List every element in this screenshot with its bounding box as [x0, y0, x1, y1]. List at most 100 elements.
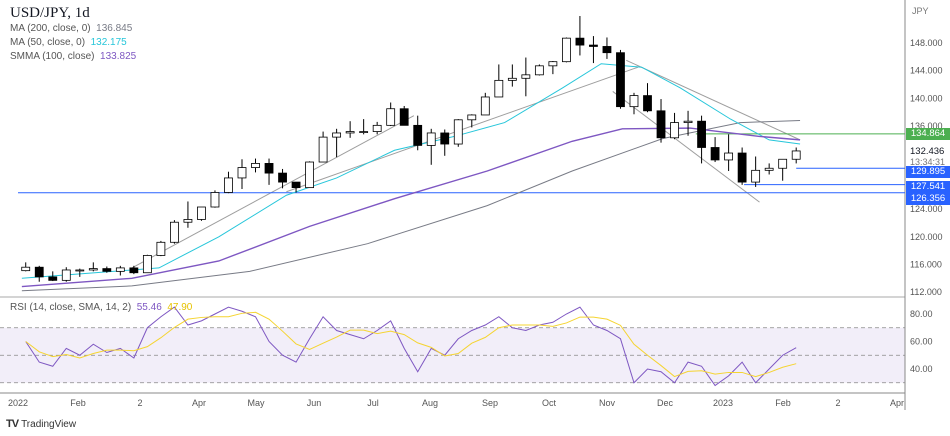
time-tick-label: Apr — [890, 398, 904, 408]
candle-body — [359, 131, 369, 133]
candle — [34, 265, 44, 282]
candle-body — [88, 268, 98, 271]
rsi-legend[interactable]: RSI (14, close, SMA, 14, 2) 55.46 47.90 — [10, 302, 192, 313]
candle — [737, 147, 747, 185]
candle-body — [480, 96, 490, 116]
rsi-tick-label: 60.00 — [910, 337, 933, 347]
trend-line — [612, 91, 760, 203]
tradingview-logo[interactable]: TV TradingView — [6, 418, 76, 430]
candle-body — [697, 120, 706, 148]
candle-body — [548, 61, 558, 67]
candle — [88, 262, 98, 272]
time-tick-label: Jul — [367, 398, 379, 408]
candle — [697, 115, 706, 164]
candle-body — [670, 122, 679, 139]
candle — [386, 102, 396, 127]
candle — [751, 156, 761, 187]
candle — [480, 92, 490, 116]
ma50-label: MA (50, close, 0) — [10, 37, 86, 48]
candle-body — [643, 95, 652, 112]
candle — [21, 262, 31, 272]
candle — [359, 119, 369, 135]
candle-body — [467, 114, 477, 121]
candle — [467, 114, 477, 128]
candle — [724, 134, 734, 172]
candle-body — [61, 269, 71, 281]
ma50-legend[interactable]: MA (50, close, 0) 132.175 — [10, 36, 136, 50]
price-tick-label: 144.000 — [910, 66, 943, 76]
rsi-label: RSI (14, close, SMA, 14, 2) — [10, 302, 132, 313]
candle-body — [764, 167, 774, 171]
candle-body — [616, 52, 625, 108]
candle-body — [102, 268, 112, 272]
candle-body — [602, 46, 612, 54]
candle — [197, 206, 206, 221]
candle — [683, 110, 693, 136]
candle — [129, 265, 139, 275]
candle-body — [629, 95, 639, 108]
candle — [656, 99, 666, 143]
candle-body — [278, 172, 287, 183]
candle — [142, 254, 152, 274]
candle — [251, 158, 260, 173]
candle-body — [589, 44, 598, 47]
candle — [183, 201, 193, 228]
smma100-legend[interactable]: SMMA (100, close) 133.825 — [10, 50, 136, 64]
candle — [507, 64, 517, 87]
price-tag-126356: 126.356 — [906, 193, 950, 205]
candle — [291, 181, 301, 193]
ma-line — [21, 63, 801, 279]
chart-legend: USD/JPY, 1d MA (200, close, 0) 136.845 M… — [10, 4, 136, 64]
time-tick-label: Jun — [307, 398, 322, 408]
candle — [278, 168, 287, 189]
candle-body — [21, 266, 31, 272]
time-tick-label: 2023 — [713, 398, 733, 408]
candle — [616, 49, 625, 109]
rsi-sma-value: 47.90 — [167, 302, 193, 313]
candle-body — [156, 241, 166, 256]
candle — [791, 147, 801, 164]
candle-body — [115, 267, 125, 272]
candle-body — [264, 163, 274, 174]
candle-body — [724, 152, 734, 161]
time-tick-label: May — [247, 398, 265, 408]
price-tick-label: 124.000 — [910, 204, 943, 214]
trend-line — [626, 59, 801, 141]
candle-body — [386, 108, 396, 126]
price-tick-label: 140.000 — [910, 93, 943, 103]
time-tick-label: Oct — [542, 398, 557, 408]
candle — [494, 64, 504, 98]
candle-body — [332, 132, 342, 138]
candle — [643, 83, 652, 113]
price-tick-label: 112.000 — [910, 287, 942, 297]
rsi-tick-label: 80.00 — [910, 309, 933, 319]
candle-body — [318, 136, 328, 163]
price-tag-129895: 129.895 — [906, 166, 950, 178]
time-tick-label: 2 — [835, 398, 840, 408]
symbol-title[interactable]: USD/JPY, 1d — [10, 5, 90, 21]
candle-body — [507, 77, 517, 81]
ma-line — [21, 127, 801, 288]
currency-label: JPY — [912, 6, 929, 16]
candle-body — [197, 206, 206, 220]
candle-body — [453, 119, 463, 145]
candle — [170, 220, 179, 244]
countdown-label: 13:34:31 — [910, 157, 946, 167]
candle-body — [413, 124, 423, 146]
candle — [156, 240, 166, 257]
candle — [589, 36, 598, 64]
candle — [764, 163, 774, 175]
time-tick-label: Sep — [482, 398, 498, 408]
candle — [562, 37, 571, 63]
candle-body — [210, 192, 220, 208]
ma50-value: 132.175 — [90, 37, 127, 48]
candle-body — [737, 152, 747, 183]
time-tick-label: Aug — [422, 398, 438, 408]
candle-body — [778, 158, 788, 169]
ma200-legend[interactable]: MA (200, close, 0) 136.845 — [10, 22, 136, 36]
candle — [210, 190, 220, 208]
candle-body — [183, 219, 193, 223]
candle — [332, 128, 342, 158]
candle-body — [656, 110, 666, 139]
